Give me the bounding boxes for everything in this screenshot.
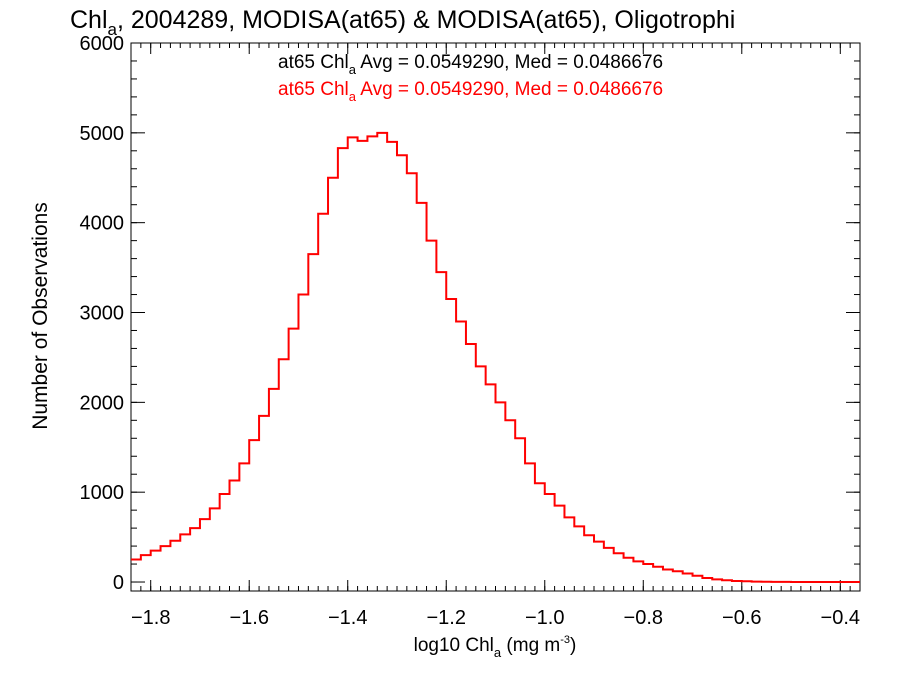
x-tick-label: −0.4 [821, 607, 860, 629]
legend-2-rest: Avg = 0.0549290, Med = 0.0486676 [356, 79, 663, 100]
xlabel-prefix: log10 Chl [414, 635, 494, 656]
x-tick-label: −1.4 [328, 607, 367, 629]
xlabel-middle: (mg m [501, 635, 560, 656]
y-tick-label: 3000 [80, 303, 125, 325]
chart-title: Chla, 2004289, MODISA(at65) & MODISA(at6… [70, 6, 735, 39]
x-tick-label: −1.2 [427, 607, 466, 629]
legend-entry-2: at65 Chla Avg = 0.0549290, Med = 0.04866… [278, 79, 663, 104]
xlabel-suffix: ) [570, 635, 576, 656]
y-tick-label: 1000 [80, 482, 125, 504]
title-subscript: a [108, 20, 118, 39]
axes: −1.8 −1.6 −1.4 −1.2 −1.0 −0.8 −0.6 −0.4 0 1000 200… [80, 33, 861, 629]
x-tick-label: −0.6 [722, 607, 761, 629]
xlabel-subscript: a [494, 645, 502, 660]
legend-1-subscript: a [349, 62, 357, 77]
title-rest: , 2004289, MODISA(at65) & MODISA(at65), … [117, 6, 735, 34]
y-tick-label: 2000 [80, 392, 125, 414]
x-tick-label: −0.8 [624, 607, 663, 629]
y-tick-label: 5000 [80, 123, 125, 145]
legend-1-prefix: at65 Chl [278, 52, 349, 73]
legend-1-rest: Avg = 0.0549290, Med = 0.0486676 [356, 52, 663, 73]
y-tick-label: 6000 [80, 33, 125, 55]
title-prefix: Chl [70, 6, 108, 34]
y-tick-label: 4000 [80, 213, 125, 235]
legend-2-prefix: at65 Chl [278, 79, 349, 100]
x-tick-label: −1.0 [525, 607, 564, 629]
x-tick-label: −1.8 [131, 607, 170, 629]
xlabel-superscript: -3 [560, 634, 570, 646]
x-tick-label: −1.6 [229, 607, 268, 629]
x-axis-label: log10 Chla (mg m-3) [414, 634, 577, 660]
data-series [131, 131, 860, 584]
histogram-line-1 [131, 131, 860, 584]
y-axis-label: Number of Observations [29, 202, 52, 430]
legend-2-subscript: a [349, 89, 357, 104]
legend-entry-1: at65 Chla Avg = 0.0549290, Med = 0.04866… [278, 52, 663, 77]
y-tick-label: 0 [113, 572, 124, 594]
